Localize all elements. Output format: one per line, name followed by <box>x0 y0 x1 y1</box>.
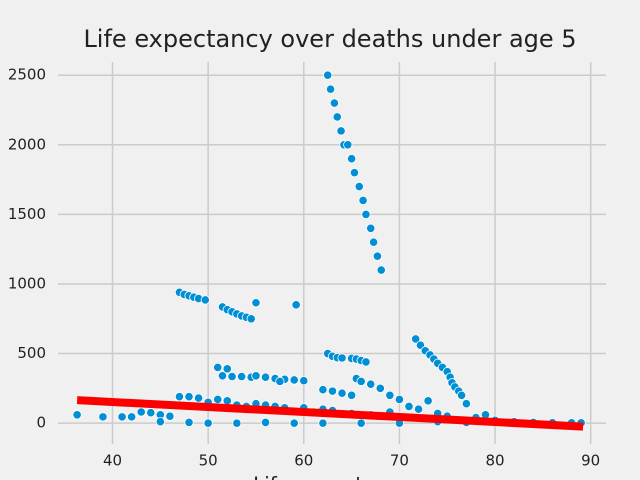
point <box>318 385 328 395</box>
y-tick-label: 2000 <box>8 135 46 153</box>
point <box>329 98 339 108</box>
point <box>461 399 471 409</box>
y-tick-label: 1500 <box>8 205 46 223</box>
point <box>385 390 395 400</box>
point <box>366 379 376 389</box>
point <box>184 392 194 402</box>
y-tick-label: 2500 <box>8 66 46 84</box>
point <box>356 418 366 428</box>
point <box>246 314 256 324</box>
y-tick-label: 0 <box>36 414 46 432</box>
point <box>72 410 82 420</box>
chart-title: Life expectancy over deaths under age 5 <box>83 25 576 53</box>
point <box>318 418 328 428</box>
point <box>213 362 223 373</box>
y-tick-label: 500 <box>17 344 46 362</box>
point <box>251 371 261 381</box>
point <box>260 417 271 428</box>
point <box>413 404 424 414</box>
point <box>376 265 386 275</box>
point <box>146 408 156 418</box>
x-tick-label: 60 <box>294 452 313 470</box>
point <box>327 386 338 396</box>
point <box>347 154 357 164</box>
point <box>361 357 371 367</box>
point <box>336 126 346 136</box>
y-tick-label: 1000 <box>8 274 46 292</box>
point <box>361 209 371 219</box>
point <box>356 376 366 386</box>
point <box>299 376 309 386</box>
point <box>423 396 433 406</box>
point <box>227 371 237 382</box>
point <box>337 388 347 398</box>
point <box>117 412 127 422</box>
point <box>203 418 213 428</box>
point <box>289 418 299 428</box>
point <box>369 237 379 247</box>
point <box>222 396 232 406</box>
point <box>337 353 347 363</box>
point <box>184 417 194 428</box>
point <box>332 112 342 122</box>
point <box>200 295 210 305</box>
point <box>372 251 383 261</box>
x-tick-label: 70 <box>390 452 409 470</box>
point <box>343 140 353 150</box>
x-axis-label: Life expectancy <box>253 473 411 480</box>
point <box>349 168 360 178</box>
point <box>155 417 165 427</box>
point <box>291 300 301 310</box>
point <box>456 390 467 400</box>
point <box>193 393 204 403</box>
point <box>127 412 137 422</box>
point <box>136 407 146 417</box>
point <box>358 195 368 206</box>
point <box>411 334 421 344</box>
point <box>98 412 108 422</box>
point <box>325 84 336 94</box>
point <box>232 418 242 428</box>
point <box>323 70 333 80</box>
point <box>289 375 299 385</box>
point <box>366 223 376 233</box>
point <box>375 383 385 393</box>
trend-line <box>76 396 584 431</box>
x-tick-label: 90 <box>581 452 600 470</box>
point <box>174 392 185 402</box>
point <box>394 394 405 405</box>
point <box>222 364 232 374</box>
point <box>217 371 228 381</box>
point <box>275 376 285 386</box>
point <box>354 181 364 192</box>
x-tick-label: 40 <box>103 452 122 470</box>
point <box>347 390 357 400</box>
x-tick-label: 50 <box>199 452 218 470</box>
point <box>213 394 223 405</box>
point <box>260 372 271 382</box>
point <box>237 371 247 382</box>
point <box>251 298 261 308</box>
x-tick-label: 80 <box>486 452 505 470</box>
point <box>165 411 175 421</box>
point <box>404 401 414 412</box>
